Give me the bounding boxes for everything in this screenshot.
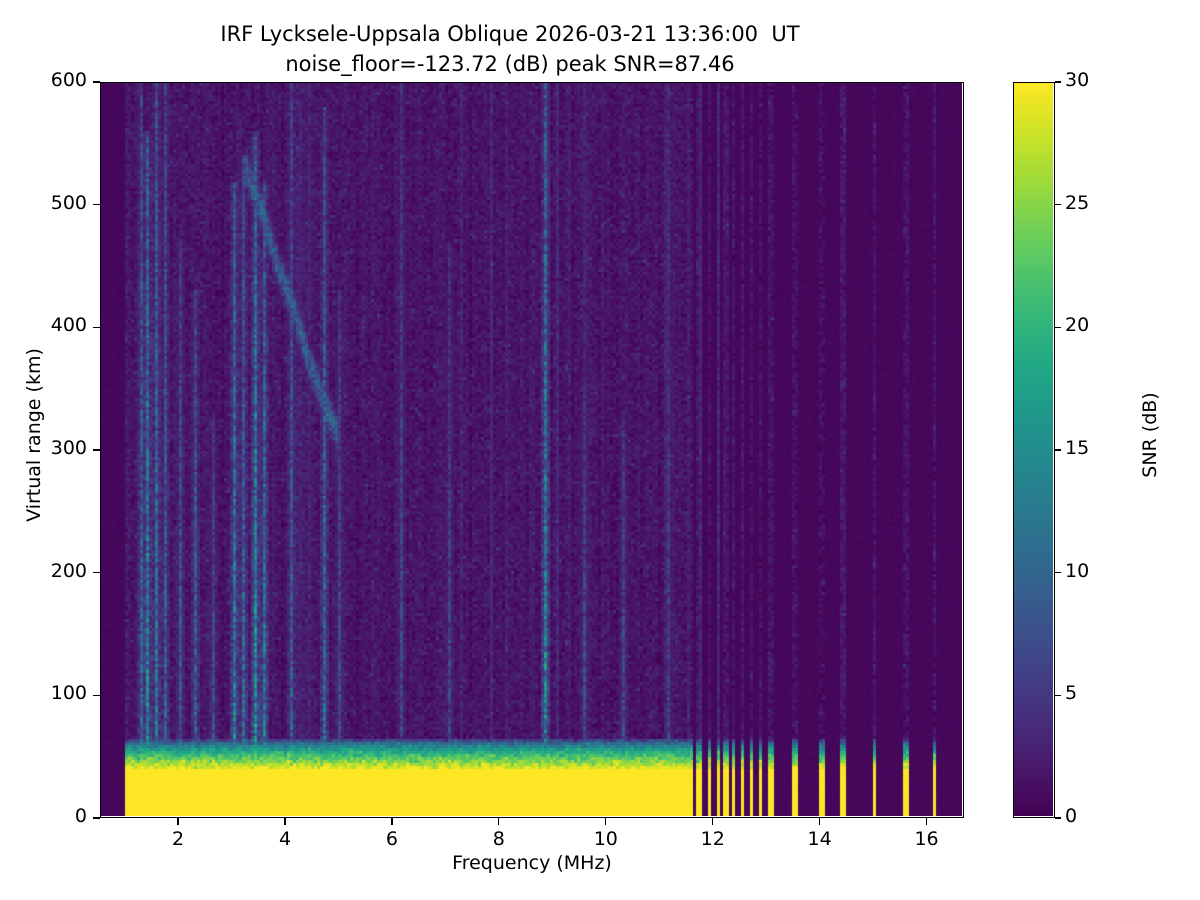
x-tick-label-8: 8 [492,828,505,850]
x-tick-mark-6 [391,818,393,825]
y-tick-label-500: 500 [50,191,87,214]
colorbar-tick-mark-20 [1055,326,1061,328]
y-tick-mark-0 [93,817,100,819]
y-tick-mark-200 [93,572,100,574]
x-tick-mark-4 [284,818,286,825]
y-axis-title: Virtual range (km) [23,348,45,522]
plot-area [100,82,964,818]
colorbar-tick-label-30: 30 [1065,69,1090,91]
x-tick-label-2: 2 [172,828,185,850]
x-tick-mark-16 [925,818,928,825]
x-tick-label-14: 14 [807,828,832,850]
colorbar-tick-label-0: 0 [1065,805,1078,827]
y-tick-label-600: 600 [50,69,87,91]
y-tick-mark-400 [93,326,100,328]
y-tick-label-300: 300 [50,437,87,459]
x-tick-label-4: 4 [278,828,292,850]
x-tick-mark-14 [818,818,821,825]
colorbar-tick-label-15: 15 [1065,437,1090,459]
x-tick-mark-10 [605,818,607,825]
x-tick-mark-2 [177,818,179,825]
x-tick-label-16: 16 [914,828,939,850]
x-tick-mark-12 [712,818,714,825]
x-tick-label-6: 6 [385,828,398,850]
y-tick-mark-100 [93,694,100,696]
colorbar-tick-mark-30 [1055,81,1061,83]
y-tick-label-400: 400 [50,314,87,337]
ionogram-heatmap [101,83,962,816]
colorbar-gradient [1014,83,1053,816]
y-tick-mark-500 [93,204,100,206]
colorbar-tick-mark-15 [1055,449,1061,451]
y-tick-label-0: 0 [74,805,87,827]
y-tick-label-200: 200 [50,559,87,582]
y-tick-mark-600 [93,81,100,83]
figure-title-line1: IRF Lycksele-Uppsala Oblique 2026-03-21 … [220,22,800,46]
x-tick-mark-8 [498,818,500,825]
x-axis-title: Frequency (MHz) [452,852,612,874]
x-tick-label-12: 12 [700,828,725,850]
colorbar [1013,82,1055,818]
colorbar-tick-label-5: 5 [1065,682,1078,705]
colorbar-tick-label-10: 10 [1065,559,1090,582]
colorbar-title: SNR (dB) [1139,392,1161,478]
colorbar-tick-label-20: 20 [1065,314,1090,337]
colorbar-tick-mark-0 [1055,817,1061,819]
x-tick-label-10: 10 [593,828,618,850]
colorbar-tick-mark-5 [1055,694,1061,696]
y-tick-label-100: 100 [50,682,87,705]
figure-title-line2: noise_floor=-123.72 (dB) peak SNR=87.46 [285,52,735,76]
y-tick-mark-300 [93,449,100,451]
colorbar-tick-label-25: 25 [1065,191,1090,214]
colorbar-tick-mark-10 [1055,572,1061,574]
colorbar-tick-mark-25 [1055,204,1061,206]
